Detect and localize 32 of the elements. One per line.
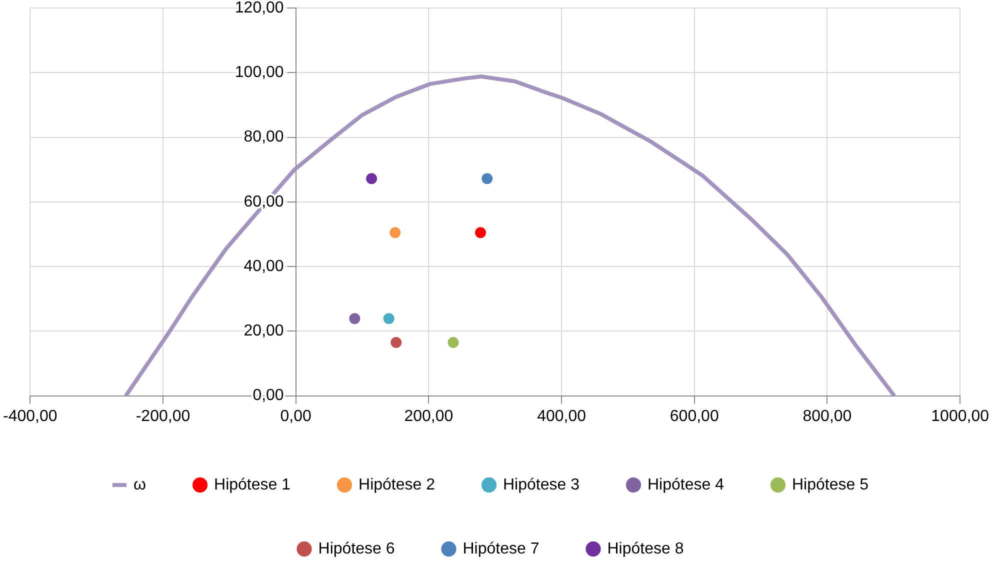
legend-label: Hipótese 7 [462, 540, 540, 558]
x-tick-label: 0,00 [280, 408, 312, 425]
y-tick-label: 20,00 [244, 322, 284, 340]
legend-label: Hipótese 1 [214, 476, 291, 494]
point [349, 313, 360, 324]
y-tick-label: 120,00 [234, 0, 284, 16]
y-tick-label: 100,00 [234, 64, 284, 82]
point [448, 336, 459, 348]
y-tick-label: 40,00 [244, 258, 284, 275]
x-tick-label: 1000,00 [931, 408, 990, 425]
x-tick-label: 800,00 [802, 408, 852, 425]
y-tick-label: 0,00 [252, 387, 284, 404]
legend-label: Hipótese 2 [358, 476, 436, 494]
point [474, 227, 486, 238]
x-tick-label: 400,00 [537, 408, 586, 425]
y-tick-label: 60,00 [244, 193, 284, 210]
x-tick-label: -200,00 [136, 408, 190, 425]
legend-label: Hipótese 5 [792, 476, 869, 494]
point [482, 173, 493, 184]
legend-label: Hipótese 4 [647, 476, 724, 494]
legend-label: Hipótese 3 [503, 476, 580, 494]
y-tick-label: 80,00 [244, 128, 284, 146]
point [390, 336, 402, 348]
legend-label: Hipótese 6 [318, 540, 395, 558]
x-tick-label: 200,00 [404, 408, 454, 425]
x-tick-label: 600,00 [670, 408, 719, 425]
legend-label: ω [134, 476, 146, 494]
x-tick-label: -400,00 [3, 408, 58, 425]
point [366, 173, 378, 184]
legend-label: Hipótese 8 [607, 540, 684, 558]
point [383, 313, 394, 324]
point [390, 227, 401, 238]
